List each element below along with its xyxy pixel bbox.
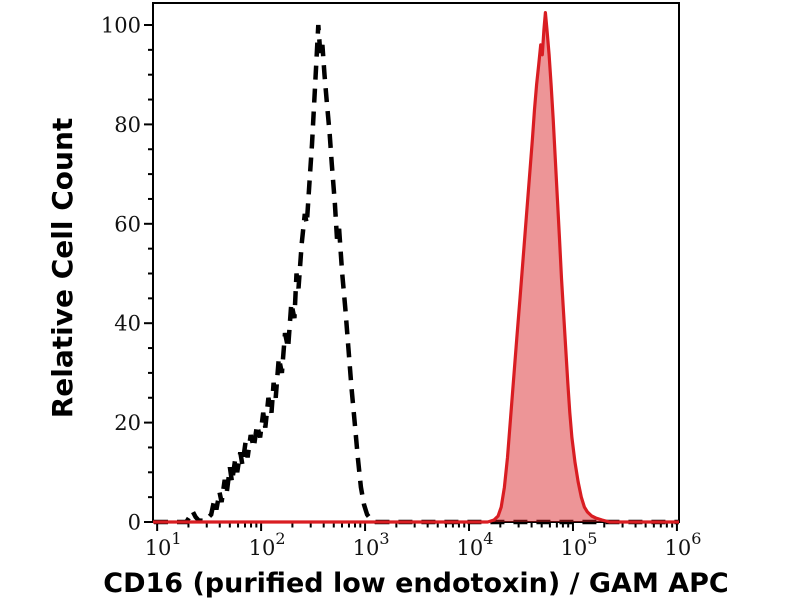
cd16-stained-filled-curve [153,11,679,524]
plot-box [152,2,680,523]
x-tick-label: 104 [457,529,494,560]
y-tick-label: 0 [128,511,141,535]
y-tick-label: 100 [101,14,141,38]
y-tick-label: 80 [114,113,141,137]
x-tick-label: 106 [664,529,701,560]
x-tick-label: 102 [249,529,286,560]
y-axis-tick-labels: 0 20 40 60 80 100 [101,14,141,535]
y-axis-ticks [144,24,153,523]
y-tick-label: 20 [114,411,141,435]
y-tick-label: 40 [114,312,141,336]
x-axis-tick-labels: 101 102 103 104 105 106 [145,529,702,560]
x-axis-title: CD16 (purified low endotoxin) / GAM APC [103,568,728,599]
x-tick-label: 103 [353,529,390,560]
y-axis-title: Relative Cell Count [46,118,79,419]
y-tick-label: 60 [114,212,141,236]
x-tick-label: 101 [145,529,182,560]
x-axis-ticks [156,523,678,531]
x-tick-label: 105 [561,529,598,560]
negative-control-dashed-curve [154,24,679,525]
